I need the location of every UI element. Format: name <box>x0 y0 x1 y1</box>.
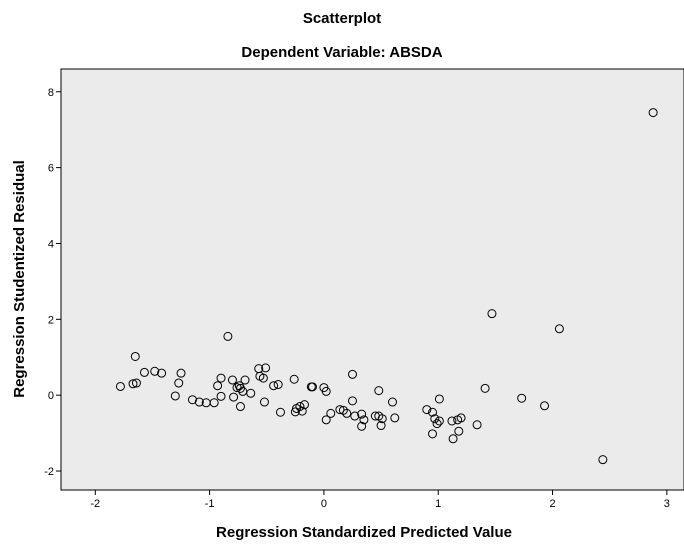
data-point <box>454 426 464 436</box>
data-point <box>261 363 271 373</box>
data-point <box>388 397 398 407</box>
data-point <box>377 414 387 424</box>
data-point <box>216 373 226 383</box>
data-point <box>223 331 233 341</box>
data-point <box>170 391 180 401</box>
data-point <box>307 382 317 392</box>
data-point <box>359 415 369 425</box>
data-point <box>139 367 149 377</box>
data-points <box>115 108 658 465</box>
x-tick-label: -1 <box>205 498 215 510</box>
data-point <box>269 381 279 391</box>
data-point <box>216 391 226 401</box>
data-point <box>209 398 219 408</box>
data-point <box>487 309 497 319</box>
data-point <box>321 415 331 425</box>
data-point <box>259 397 269 407</box>
data-point <box>157 368 167 378</box>
data-point <box>258 373 268 383</box>
data-point <box>448 434 458 444</box>
data-point <box>347 369 357 379</box>
data-point <box>554 324 564 334</box>
data-point <box>430 414 440 424</box>
data-point <box>648 108 658 118</box>
data-point <box>229 392 239 402</box>
data-point <box>357 421 367 431</box>
data-point <box>447 416 457 426</box>
data-point <box>357 409 367 419</box>
data-point <box>350 411 360 421</box>
data-point <box>376 421 386 431</box>
data-point <box>517 393 527 403</box>
plot-area <box>60 68 684 491</box>
data-point <box>275 407 285 417</box>
data-point <box>432 419 442 429</box>
data-point <box>472 420 482 430</box>
data-point <box>321 386 331 396</box>
data-point <box>187 395 197 405</box>
data-point <box>540 401 550 411</box>
data-point <box>150 366 160 376</box>
data-point <box>434 394 444 404</box>
x-tick-label: 3 <box>664 498 670 510</box>
x-axis-label: Regression Standardized Predicted Value <box>216 524 512 541</box>
data-point <box>480 383 490 393</box>
x-tick-label: 1 <box>435 498 441 510</box>
y-tick-label: 4 <box>48 238 54 250</box>
data-point <box>374 386 384 396</box>
y-tick-label: 2 <box>48 314 54 326</box>
data-point <box>335 405 345 415</box>
data-point <box>235 383 245 393</box>
data-point <box>299 400 309 410</box>
x-tick-label: -2 <box>90 498 100 510</box>
data-point <box>289 374 299 384</box>
data-point <box>128 379 138 389</box>
data-point <box>246 388 256 398</box>
x-axis: -2 -1 0 1 2 3 <box>90 490 670 510</box>
data-point <box>347 396 357 406</box>
data-point <box>326 408 336 418</box>
y-tick-label: 0 <box>48 390 54 402</box>
y-axis: -2 0 2 4 6 8 <box>44 87 61 478</box>
data-point <box>227 375 237 385</box>
data-point <box>390 413 400 423</box>
data-point <box>434 416 444 426</box>
y-tick-label: 8 <box>48 87 54 99</box>
y-tick-label: 6 <box>48 163 54 175</box>
data-point <box>342 408 352 418</box>
data-point <box>456 413 466 423</box>
data-point <box>295 402 305 412</box>
data-point <box>213 381 223 391</box>
data-point <box>176 368 186 378</box>
data-point <box>273 380 283 390</box>
data-point <box>422 405 432 415</box>
data-point <box>131 378 141 388</box>
data-point <box>428 407 438 417</box>
y-axis-label: Regression Studentized Residual <box>11 160 28 398</box>
data-point <box>428 429 438 439</box>
y-tick-label: -2 <box>44 466 54 478</box>
data-point <box>130 351 140 361</box>
chart-title: Scatterplot <box>303 10 381 27</box>
x-tick-label: 2 <box>549 498 555 510</box>
data-point <box>174 378 184 388</box>
data-point <box>115 381 125 391</box>
data-point <box>598 455 608 465</box>
x-tick-label: 0 <box>321 498 327 510</box>
data-point <box>194 397 204 407</box>
data-point <box>240 375 250 385</box>
chart-subtitle: Dependent Variable: ABSDA <box>241 44 442 61</box>
data-point <box>235 402 245 412</box>
data-point <box>297 406 307 416</box>
